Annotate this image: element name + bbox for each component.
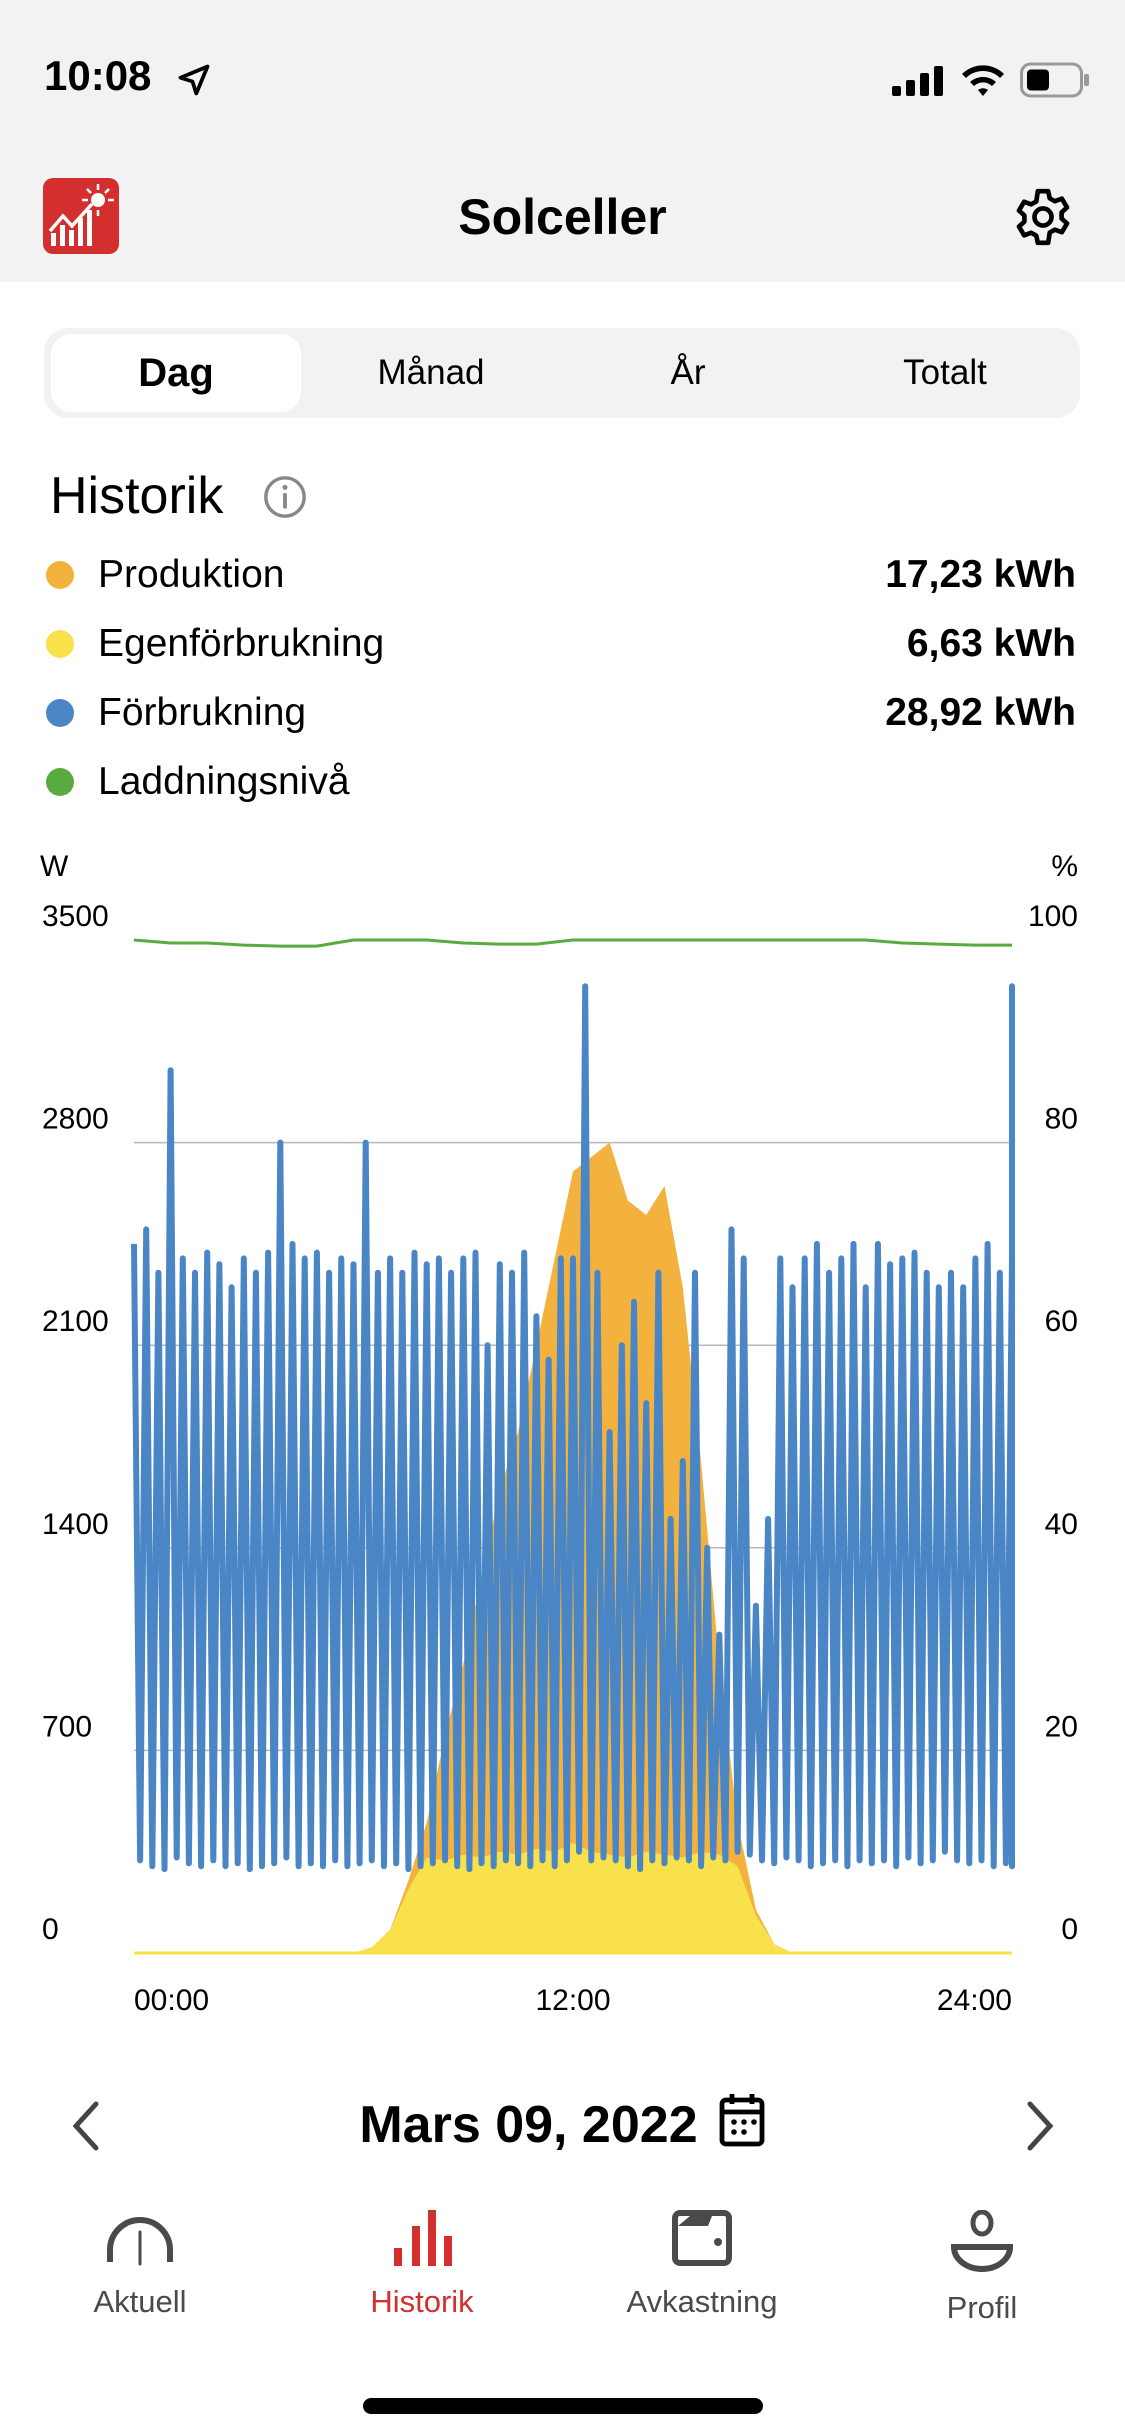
legend-item-laddningsniva: Laddningsnivå	[46, 752, 1076, 812]
x-tick-label: 24:00	[937, 1984, 1012, 2017]
tab-manad[interactable]: Månad	[377, 353, 485, 392]
battery-level-line	[133, 938, 1012, 948]
tabbar-aktuell[interactable]: Aktuell	[20, 2210, 260, 2320]
y-tick-label: 0	[42, 1913, 59, 1946]
legend-value: 6,63 kWh	[906, 622, 1076, 665]
tab-label: Profil	[946, 2290, 1018, 2325]
y2-tick-label: 80	[1045, 1103, 1078, 1136]
status-time: 10:08	[44, 52, 152, 99]
self-consumption-area	[134, 1843, 1012, 1953]
wifi-icon	[962, 65, 1004, 96]
calendar-icon[interactable]	[718, 2092, 766, 2148]
tab-totalt[interactable]: Totalt	[903, 353, 987, 392]
app-logo-icon	[43, 178, 119, 254]
bar-chart-icon	[394, 2210, 452, 2266]
legend-dot	[46, 561, 74, 589]
tab-label: Aktuell	[93, 2284, 187, 2319]
legend-label: Förbrukning	[98, 691, 307, 734]
x-tick-label: 00:00	[134, 1984, 209, 2017]
settings-gear-icon[interactable]	[1012, 184, 1074, 250]
history-chart: 3500 100 2800 80 2100 60 1400 40 700 20 0 0 W % 00:00 1…	[40, 850, 1078, 2017]
legend-value: 28,92 kWh	[885, 691, 1076, 734]
tabbar-profil[interactable]: Profil	[862, 2210, 1102, 2326]
gauge-icon	[107, 2217, 173, 2266]
previous-day-chevron-icon[interactable]	[68, 2100, 104, 2152]
tab-label: Historik	[370, 2284, 474, 2319]
next-day-chevron-icon[interactable]	[1022, 2100, 1058, 2152]
battery-icon	[1020, 62, 1089, 98]
tabbar-historik[interactable]: Historik	[302, 2210, 542, 2320]
wallet-icon	[672, 2210, 732, 2266]
cellular-signal-icon	[892, 66, 943, 96]
y2-tick-label: 100	[1028, 900, 1078, 933]
page-title: Solceller	[458, 189, 667, 245]
legend-item-forbrukning: Förbrukning 28,92 kWh	[46, 683, 1076, 743]
y2-tick-label: 40	[1045, 1508, 1078, 1541]
period-segmented-control: Dag Månad År Totalt	[44, 328, 1080, 418]
legend-item-egenforbrukning: Egenförbrukning 6,63 kWh	[46, 614, 1076, 674]
y-tick-label: 2800	[42, 1103, 109, 1136]
date-label: Mars 09, 2022	[359, 2096, 698, 2154]
profile-icon	[950, 2210, 1014, 2272]
location-arrow-icon	[178, 64, 210, 96]
tab-label: Avkastning	[626, 2284, 778, 2319]
legend-value: 17,23 kWh	[885, 553, 1076, 596]
y2-axis-unit: %	[1051, 850, 1078, 883]
y-tick-label: 3500	[42, 900, 109, 933]
info-icon[interactable]	[262, 474, 308, 520]
section-heading: Historik	[50, 467, 224, 525]
legend-item-produktion: Produktion 17,23 kWh	[46, 545, 1076, 605]
consumption-line	[131, 983, 1015, 1873]
selected-date: Mars 09, 2022	[0, 2092, 1125, 2155]
header-background	[0, 0, 1125, 282]
legend-label: Egenförbrukning	[98, 622, 385, 665]
y2-tick-label: 20	[1045, 1710, 1078, 1743]
tab-ar[interactable]: År	[670, 353, 706, 392]
y-tick-label: 700	[42, 1710, 92, 1743]
tabbar-avkastning[interactable]: Avkastning	[582, 2210, 822, 2320]
legend-dot	[46, 768, 74, 796]
tab-dag[interactable]: Dag	[51, 334, 301, 412]
y-tick-label: 2100	[42, 1305, 109, 1338]
home-indicator	[363, 2398, 763, 2414]
x-tick-label: 12:00	[535, 1984, 610, 2017]
legend-dot	[46, 630, 74, 658]
y2-tick-label: 60	[1045, 1305, 1078, 1338]
y2-tick-label: 0	[1061, 1913, 1078, 1946]
legend-dot	[46, 699, 74, 727]
legend-label: Laddningsnivå	[98, 760, 350, 803]
y-axis-unit: W	[40, 850, 69, 883]
y-tick-label: 1400	[42, 1508, 109, 1541]
legend-label: Produktion	[98, 553, 285, 596]
